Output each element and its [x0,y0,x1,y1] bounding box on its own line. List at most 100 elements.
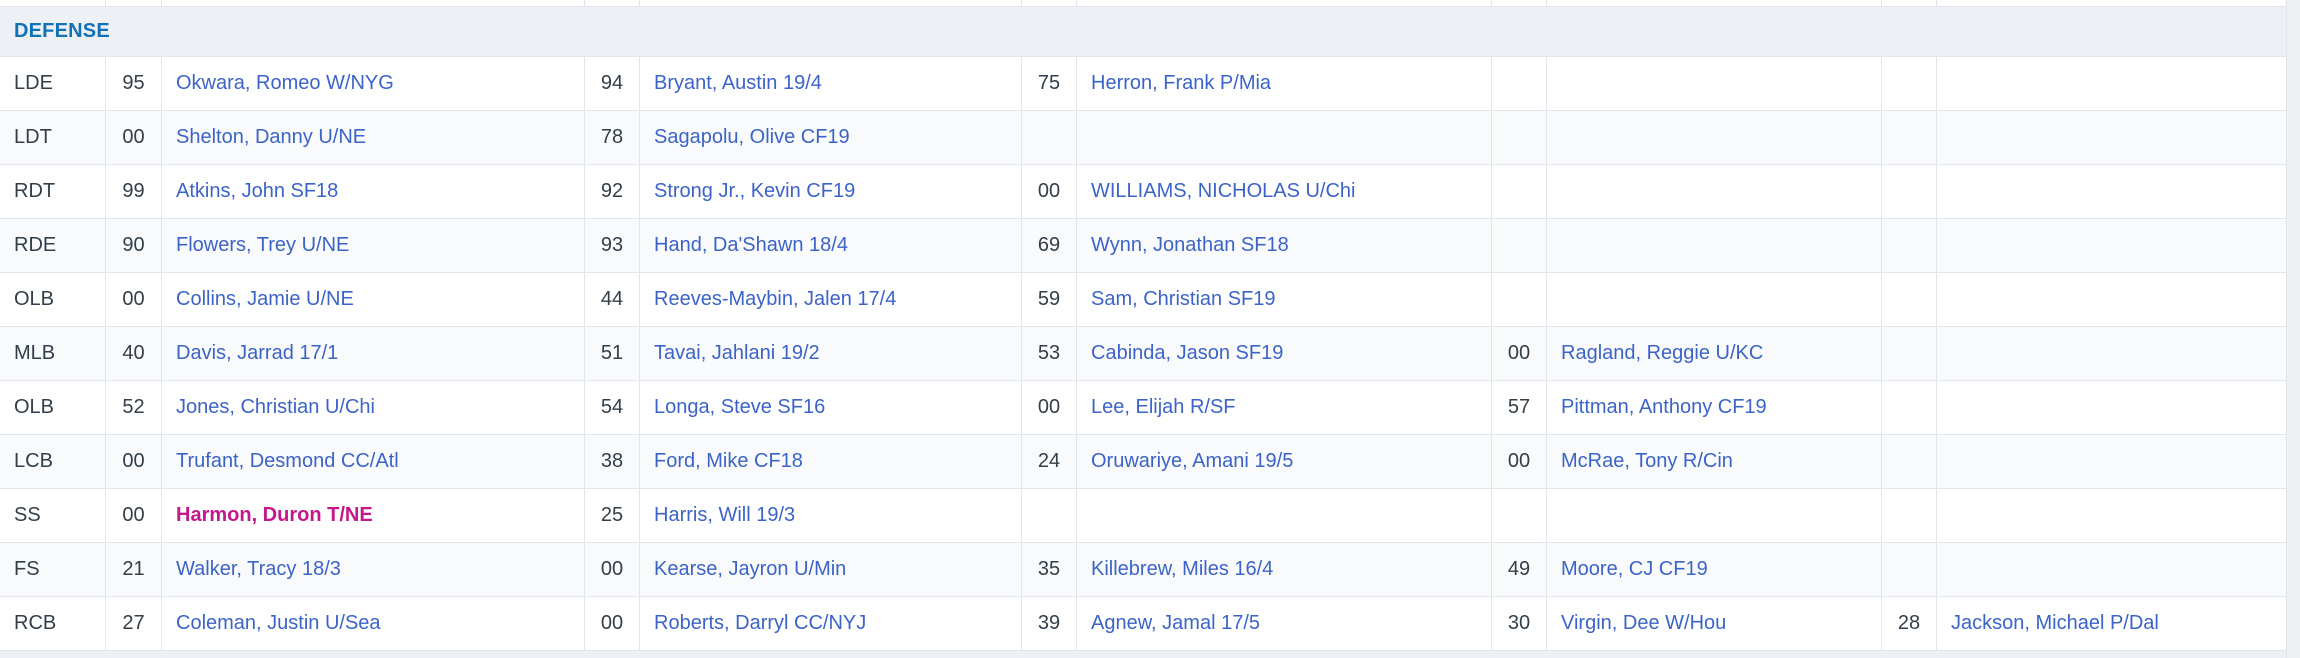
player-link[interactable]: Bryant, Austin 19/4 [654,72,822,94]
position-cell: OLB [0,381,106,434]
jersey-number-cell: 39 [1022,597,1077,650]
position-cell: RDT [0,165,106,218]
player-link[interactable]: Harris, Will 19/3 [654,504,796,526]
player-link[interactable]: Harmon, Duron T/NE [176,504,373,526]
player-link[interactable]: Davis, Jarrad 17/1 [176,342,339,364]
jersey-number-cell: 75 [1022,57,1077,110]
jersey-number-cell: 40 [106,327,162,380]
player-link[interactable]: Tavai, Jahlani 19/2 [654,342,820,364]
player-link[interactable]: Strong Jr., Kevin CF19 [654,180,856,202]
player-link[interactable]: Collins, Jamie U/NE [176,288,354,310]
jersey-number-cell [1882,273,1937,326]
player-link[interactable]: Ragland, Reggie U/KC [1561,342,1764,364]
jersey-number-cell [1882,543,1937,596]
depth-chart-rows: LDE 95 Okwara, Romeo W/NYG 94 Bryant, Austin… [0,57,2287,651]
player-link[interactable]: Ford, Mike CF18 [654,450,803,472]
depth-row-lcb: LCB 00 Trufant, Desmond CC/Atl 38 Ford, Mike… [0,435,2287,489]
position-cell: FS [0,543,106,596]
player-name-cell: Harmon, Duron T/NE [162,489,585,542]
sliver-cell [1937,0,2287,6]
player-link[interactable]: Walker, Tracy 18/3 [176,558,341,580]
player-name-cell: Roberts, Darryl CC/NYJ [640,597,1022,650]
player-name-cell [1937,165,2287,218]
sliver-cell [106,0,162,6]
jersey-number-cell: 30 [1492,597,1547,650]
jersey-number-cell: 99 [106,165,162,218]
player-link[interactable]: Lee, Elijah R/SF [1091,396,1236,418]
player-link[interactable]: Trufant, Desmond CC/Atl [176,450,399,472]
jersey-number-cell: 92 [585,165,640,218]
player-name-cell: Wynn, Jonathan SF18 [1077,219,1492,272]
depth-row-olb: OLB 00 Collins, Jamie U/NE 44 Reeves-Maybin,… [0,273,2287,327]
player-link[interactable]: Jones, Christian U/Chi [176,396,375,418]
jersey-number-cell: 24 [1022,435,1077,488]
player-name-cell [1937,435,2287,488]
player-link[interactable]: Okwara, Romeo W/NYG [176,72,394,94]
player-name-cell [1937,273,2287,326]
position-cell: LDT [0,111,106,164]
player-link[interactable]: Cabinda, Jason SF19 [1091,342,1284,364]
player-name-cell: Tavai, Jahlani 19/2 [640,327,1022,380]
position-cell: LDE [0,57,106,110]
jersey-number-cell: 00 [585,597,640,650]
player-link[interactable]: Jackson, Michael P/Dal [1951,612,2159,634]
player-name-cell [1937,381,2287,434]
player-link[interactable]: Roberts, Darryl CC/NYJ [654,612,867,634]
player-name-cell [1937,57,2287,110]
jersey-number-cell: 53 [1022,327,1077,380]
player-link[interactable]: Sagapolu, Olive CF19 [654,126,850,148]
player-name-cell: Atkins, John SF18 [162,165,585,218]
player-name-cell [1547,57,1882,110]
player-link[interactable]: Killebrew, Miles 16/4 [1091,558,1274,580]
jersey-number-cell: 00 [106,435,162,488]
player-name-cell: McRae, Tony R/Cin [1547,435,1882,488]
player-name-cell [1077,489,1492,542]
player-link[interactable]: Pittman, Anthony CF19 [1561,396,1767,418]
jersey-number-cell: 00 [1022,381,1077,434]
previous-row-sliver [0,0,2287,7]
jersey-number-cell: 35 [1022,543,1077,596]
jersey-number-cell [1492,489,1547,542]
player-link[interactable]: Virgin, Dee W/Hou [1561,612,1727,634]
player-name-cell: Okwara, Romeo W/NYG [162,57,585,110]
jersey-number-cell [1882,165,1937,218]
player-link[interactable]: Agnew, Jamal 17/5 [1091,612,1260,634]
player-link[interactable]: WILLIAMS, NICHOLAS U/Chi [1091,180,1356,202]
player-name-cell [1937,543,2287,596]
position-cell: RCB [0,597,106,650]
player-name-cell: Trufant, Desmond CC/Atl [162,435,585,488]
player-link[interactable]: Wynn, Jonathan SF18 [1091,234,1289,256]
player-link[interactable]: McRae, Tony R/Cin [1561,450,1733,472]
player-name-cell [1937,219,2287,272]
jersey-number-cell [1492,57,1547,110]
section-header: DEFENSE [0,7,2286,57]
jersey-number-cell [1882,327,1937,380]
player-name-cell: Kearse, Jayron U/Min [640,543,1022,596]
player-link[interactable]: Moore, CJ CF19 [1561,558,1708,580]
player-link[interactable]: Longa, Steve SF16 [654,396,826,418]
player-link[interactable]: Coleman, Justin U/Sea [176,612,381,634]
jersey-number-cell: 21 [106,543,162,596]
sliver-cell [585,0,640,6]
jersey-number-cell: 93 [585,219,640,272]
sliver-cell [1882,0,1937,6]
jersey-number-cell: 59 [1022,273,1077,326]
player-link[interactable]: Flowers, Trey U/NE [176,234,350,256]
jersey-number-cell: 78 [585,111,640,164]
player-link[interactable]: Sam, Christian SF19 [1091,288,1276,310]
player-link[interactable]: Herron, Frank P/Mia [1091,72,1272,94]
player-name-cell: Davis, Jarrad 17/1 [162,327,585,380]
player-link[interactable]: Reeves-Maybin, Jalen 17/4 [654,288,897,310]
player-link[interactable]: Hand, Da'Shawn 18/4 [654,234,848,256]
player-link[interactable]: Oruwariye, Amani 19/5 [1091,450,1294,472]
player-name-cell: Cabinda, Jason SF19 [1077,327,1492,380]
player-link[interactable]: Kearse, Jayron U/Min [654,558,847,580]
player-name-cell [1937,489,2287,542]
section-title: DEFENSE [14,20,110,42]
jersey-number-cell [1882,489,1937,542]
player-link[interactable]: Atkins, John SF18 [176,180,339,202]
player-name-cell: Longa, Steve SF16 [640,381,1022,434]
player-link[interactable]: Shelton, Danny U/NE [176,126,367,148]
player-name-cell: Coleman, Justin U/Sea [162,597,585,650]
depth-row-lde: LDE 95 Okwara, Romeo W/NYG 94 Bryant, Austin… [0,57,2287,111]
